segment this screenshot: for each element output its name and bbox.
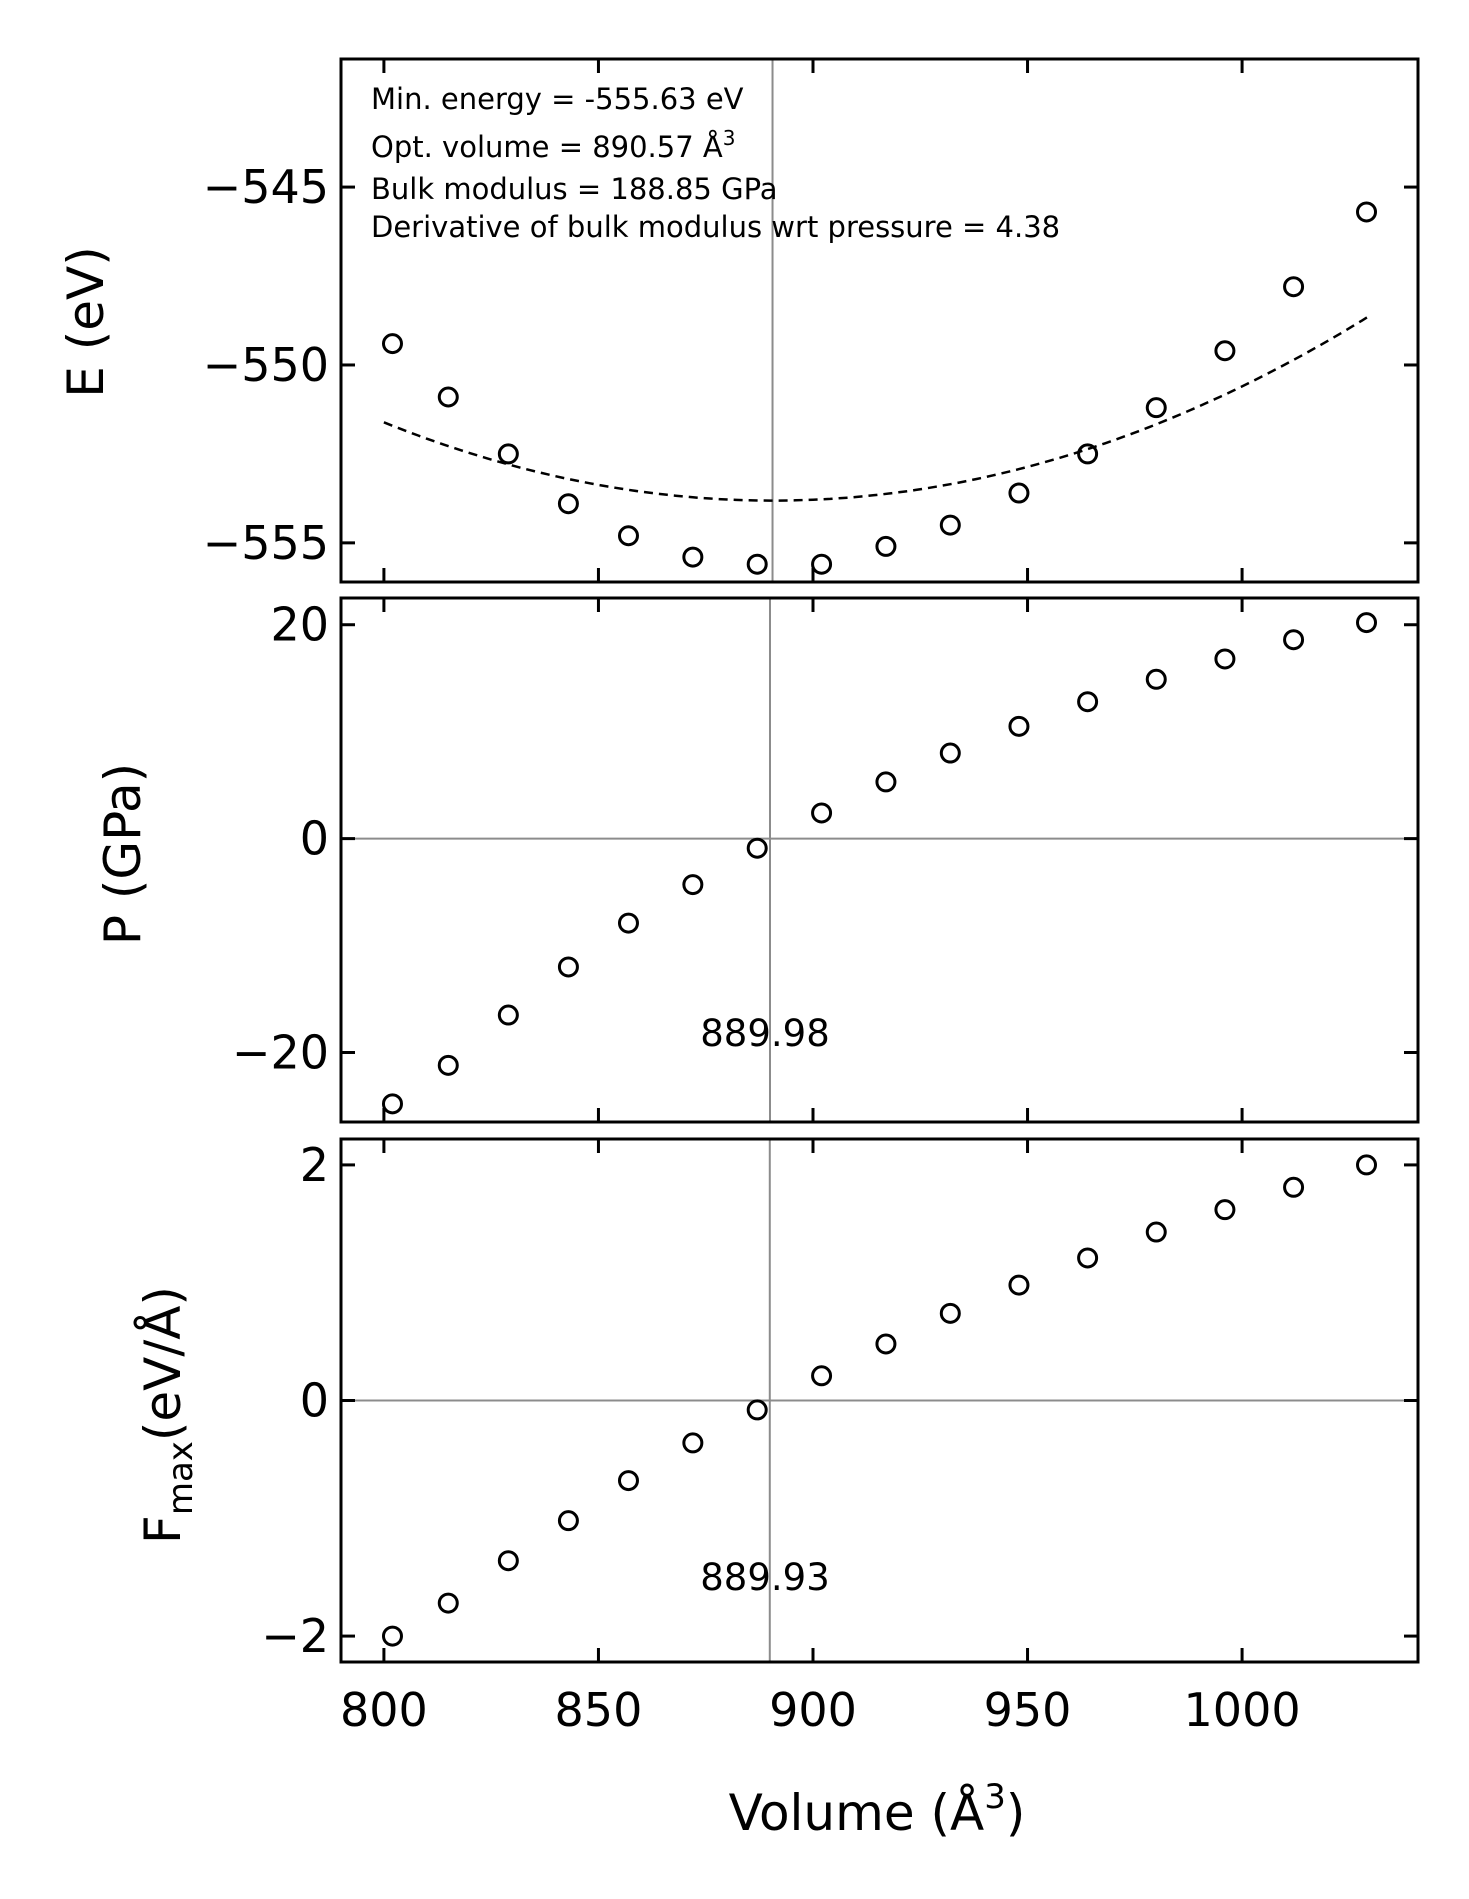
y-tick-label: −550 — [203, 338, 329, 392]
annotation-opt-volume-text: Opt. volume = 890.57 Å — [371, 130, 723, 164]
y-tick-label: −2 — [261, 1609, 329, 1663]
y-tick-label: 0 — [300, 812, 329, 866]
annotation-bulk-modulus: Bulk modulus = 188.85 GPa — [371, 172, 778, 206]
data-point — [1214, 1199, 1236, 1221]
x-tick-label: 900 — [769, 1683, 857, 1737]
pressure-y-axis-label: P (GPa) — [94, 763, 152, 945]
data-point — [1356, 201, 1378, 223]
y-tick-label: −555 — [203, 516, 329, 570]
data-point — [1145, 397, 1167, 419]
data-point — [746, 1399, 768, 1421]
data-point — [617, 912, 639, 934]
data-point — [1077, 1247, 1099, 1269]
data-point — [1283, 276, 1305, 298]
fmax-y-axis-label-subscript: max — [161, 1441, 201, 1515]
y-tick-label: 0 — [300, 1374, 329, 1428]
data-point — [437, 1592, 459, 1614]
data-point — [939, 742, 961, 764]
data-point — [497, 1550, 519, 1572]
eos-fit-curve — [383, 314, 1372, 502]
x-tick-label: 800 — [340, 1683, 428, 1737]
fmax-y-axis-label-unit: (eV/Å) — [134, 1286, 192, 1441]
panel-energy: −545 −550 −555 Min. energy = -555.63 eV Op… — [57, 57, 1420, 584]
data-point — [381, 1093, 403, 1115]
fmax-y-axis-label: Fmax(eV/Å) — [134, 1286, 201, 1544]
data-point — [746, 837, 768, 859]
x-tick-label: 1000 — [1184, 1683, 1301, 1737]
data-point — [1356, 612, 1378, 634]
annotation-bulk-derivative: Derivative of bulk modulus wrt pressure … — [371, 210, 1060, 244]
panel-pressure: 20 0 −20 889.98 P (GPa) — [94, 596, 1420, 1124]
data-point — [557, 1510, 579, 1532]
data-point — [746, 553, 768, 575]
data-point — [497, 1004, 519, 1026]
panel-fmax: 20−2 800 850 900 950 1000 889.93 Fmax(eV/Å) … — [134, 1137, 1420, 1842]
annotation-min-energy: Min. energy = -555.63 eV — [371, 82, 744, 116]
data-point — [875, 1333, 897, 1355]
energy-y-axis-label: E (eV) — [57, 246, 115, 397]
x-tick-label: 950 — [984, 1683, 1072, 1737]
volume-x-axis-label-main: Volume (Å — [729, 1784, 985, 1842]
data-point — [557, 956, 579, 978]
fmax-y-axis-label-main: F — [134, 1515, 192, 1544]
data-point — [1283, 629, 1305, 651]
fmax-vline-label: 889.93 — [700, 1556, 829, 1599]
volume-x-axis-label: Volume (Å3) — [729, 1777, 1026, 1842]
data-point — [497, 443, 519, 465]
y-tick-label: 20 — [270, 598, 329, 652]
data-point — [381, 1625, 403, 1647]
data-point — [617, 1470, 639, 1492]
data-point — [1145, 668, 1167, 690]
data-point — [437, 386, 459, 408]
data-point — [1214, 648, 1236, 670]
data-point — [1008, 482, 1030, 504]
data-point — [1145, 1221, 1167, 1243]
data-point — [875, 771, 897, 793]
volume-x-axis-label-superscript: 3 — [984, 1777, 1006, 1817]
annotation-opt-volume: Opt. volume = 890.57 Å3 — [371, 126, 735, 164]
annotation-opt-volume-superscript: 3 — [723, 126, 736, 150]
x-tick-label: 850 — [555, 1683, 643, 1737]
data-point — [1008, 715, 1030, 737]
data-point — [811, 553, 833, 575]
data-point — [557, 493, 579, 515]
data-point — [811, 1365, 833, 1387]
y-tick-label: 2 — [300, 1138, 329, 1192]
data-point — [1077, 691, 1099, 713]
data-point — [381, 333, 403, 355]
data-point — [1008, 1274, 1030, 1296]
data-point — [1077, 443, 1099, 465]
data-point — [939, 514, 961, 536]
data-point — [437, 1054, 459, 1076]
volume-x-axis-label-close: ) — [1006, 1784, 1026, 1842]
data-point — [617, 525, 639, 547]
data-point — [1283, 1176, 1305, 1198]
y-tick-label: −545 — [203, 160, 329, 214]
axes-frame — [339, 596, 1420, 1124]
data-point — [682, 874, 704, 896]
data-point — [939, 1302, 961, 1324]
pressure-vline-label: 889.98 — [700, 1012, 829, 1055]
axes-frame — [339, 57, 1420, 584]
data-point — [1356, 1154, 1378, 1176]
y-tick-label: −20 — [232, 1025, 329, 1079]
data-point — [875, 535, 897, 557]
data-point — [682, 546, 704, 568]
data-point — [1214, 340, 1236, 362]
data-point — [811, 802, 833, 824]
data-point — [682, 1432, 704, 1454]
